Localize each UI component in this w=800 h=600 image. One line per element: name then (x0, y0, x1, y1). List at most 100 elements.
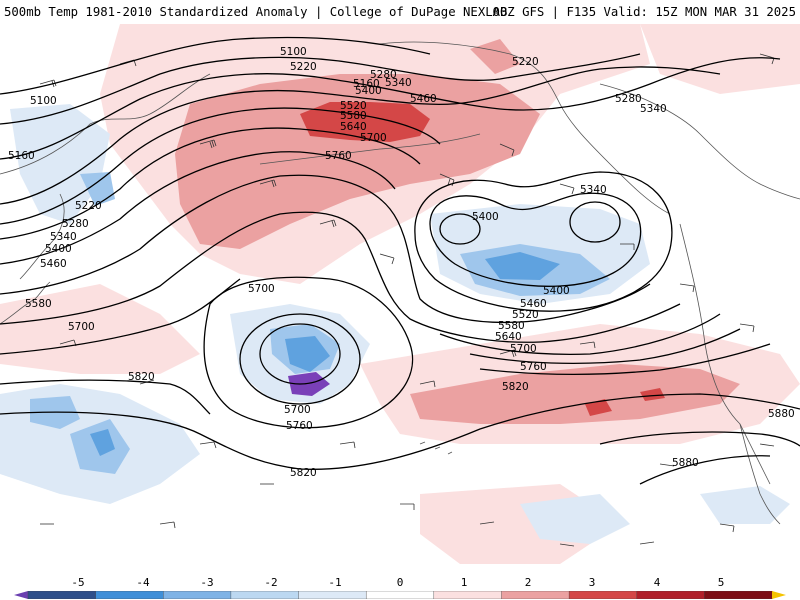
contour-label: 5220 (290, 61, 317, 73)
wind-barb (419, 380, 436, 388)
contour-line (259, 323, 341, 385)
contour-label: 5700 (510, 343, 537, 355)
positive-anomaly-core (585, 399, 612, 416)
contour-label: 5400 (45, 243, 72, 255)
wind-barb (579, 341, 596, 349)
negative-anomaly-region (520, 494, 630, 544)
contour-label: 5100 (30, 95, 57, 107)
wind-barb (499, 143, 515, 157)
colorbar-tick-label: 3 (588, 576, 596, 589)
negative-anomaly-region (80, 172, 115, 206)
contour-label: 5700 (68, 321, 95, 333)
contour-label: 5880 (768, 408, 795, 420)
contour-line (639, 455, 771, 485)
wind-barb (379, 253, 395, 265)
contour-line (0, 174, 651, 324)
colorbar-segment (568, 591, 638, 599)
wind-barb (259, 179, 277, 188)
wind-barb (639, 541, 655, 545)
contour-line (0, 66, 721, 205)
anomaly-shading (0, 24, 800, 564)
colorbar-tick-label: -3 (200, 576, 214, 589)
wind-barb (199, 441, 217, 449)
contour-label: 5340 (385, 77, 412, 89)
colorbar-segment (433, 591, 503, 599)
contour-label: 5520 (512, 309, 539, 321)
colorbar-gradient (14, 591, 786, 599)
contour-line (0, 53, 641, 125)
contour-line (429, 192, 642, 287)
positive-anomaly-region (470, 39, 520, 74)
colorbar-tick-label: -1 (328, 576, 342, 589)
colorbar-segment (365, 591, 435, 599)
contour-label: 5160 (353, 78, 380, 90)
colorbar-arrow-right (772, 591, 786, 599)
wind-barb (719, 523, 735, 533)
positive-anomaly-core (640, 388, 665, 401)
coastline-siberia (0, 73, 211, 175)
contour-label: 5760 (286, 420, 313, 432)
map-svg: 5100 5160 5220 5280 5340 5400 5460 5520 … (0, 24, 800, 574)
colorbar-segment (501, 591, 570, 599)
contour-label: 5280 (370, 69, 397, 81)
contour-line (0, 379, 211, 415)
colorbar-segment (95, 591, 164, 599)
contour-label: 5400 (543, 285, 570, 297)
contour-label: 5220 (512, 56, 539, 68)
contour-label: 5100 (280, 46, 307, 58)
wind-barb (759, 53, 775, 65)
contour-label: 5880 (672, 457, 699, 469)
negative-anomaly-region (700, 486, 790, 524)
contour-label: 5460 (410, 93, 437, 105)
contour-line (0, 393, 800, 470)
wind-barb (199, 139, 217, 149)
contour-label: 5400 (472, 211, 499, 223)
contour-line (239, 313, 361, 405)
height-contours (0, 36, 800, 485)
colorbar-tick-label: 0 (396, 576, 404, 589)
contour-label: 5400 (355, 85, 382, 97)
contour-line (479, 343, 771, 376)
contour-label: 5820 (128, 371, 155, 383)
positive-anomaly-region (175, 74, 540, 249)
wind-barb (620, 243, 635, 250)
contour-line (0, 151, 396, 265)
colorbar-tick-label: 4 (653, 576, 661, 589)
contour-label: 5340 (50, 231, 77, 243)
colorbar-tick-label: 1 (460, 576, 468, 589)
anomaly-colorbar: -5 -4 -3 -2 -1 0 1 2 3 4 5 (0, 574, 800, 600)
contour-line (0, 107, 441, 225)
coastline-kamchatka (19, 193, 65, 280)
contour-line (0, 36, 431, 95)
contour-label: 5340 (580, 184, 607, 196)
negative-anomaly-core (485, 252, 560, 280)
colorbar-tick-label: -2 (264, 576, 278, 589)
header: 500mb Temp 1981-2010 Standardized Anomal… (0, 0, 800, 24)
wind-barb (400, 503, 415, 510)
weather-map[interactable]: 5100 5160 5220 5280 5340 5400 5460 5520 … (0, 24, 800, 574)
contour-line (0, 211, 681, 343)
colorbar-segment (704, 591, 773, 599)
contour-line (469, 328, 741, 365)
colorbar-segment (298, 591, 367, 599)
negative-anomaly-extreme (288, 372, 330, 396)
contour-label: 5700 (248, 283, 275, 295)
contour-label: 5280 (62, 218, 89, 230)
wind-barb (739, 323, 755, 333)
contour-label: 5160 (8, 150, 35, 162)
colorbar-arrow-left (14, 591, 28, 599)
wind-barb (659, 463, 675, 467)
contour-line (599, 431, 800, 447)
colorbar-tick-label: -4 (136, 576, 150, 589)
wind-barb (759, 443, 775, 447)
contour-label: 5460 (520, 298, 547, 310)
valid-time: 00Z GFS | F135 Valid: 15Z MON MAR 31 202… (492, 5, 796, 19)
contour-label: 5700 (360, 132, 387, 144)
contour-line (569, 201, 621, 243)
contour-label: 5520 (340, 100, 367, 112)
contour-label: 5340 (640, 103, 667, 115)
contour-label: 5640 (495, 331, 522, 343)
contour-line (0, 127, 421, 240)
contour-label: 5580 (340, 110, 367, 122)
wind-barb (559, 183, 575, 195)
